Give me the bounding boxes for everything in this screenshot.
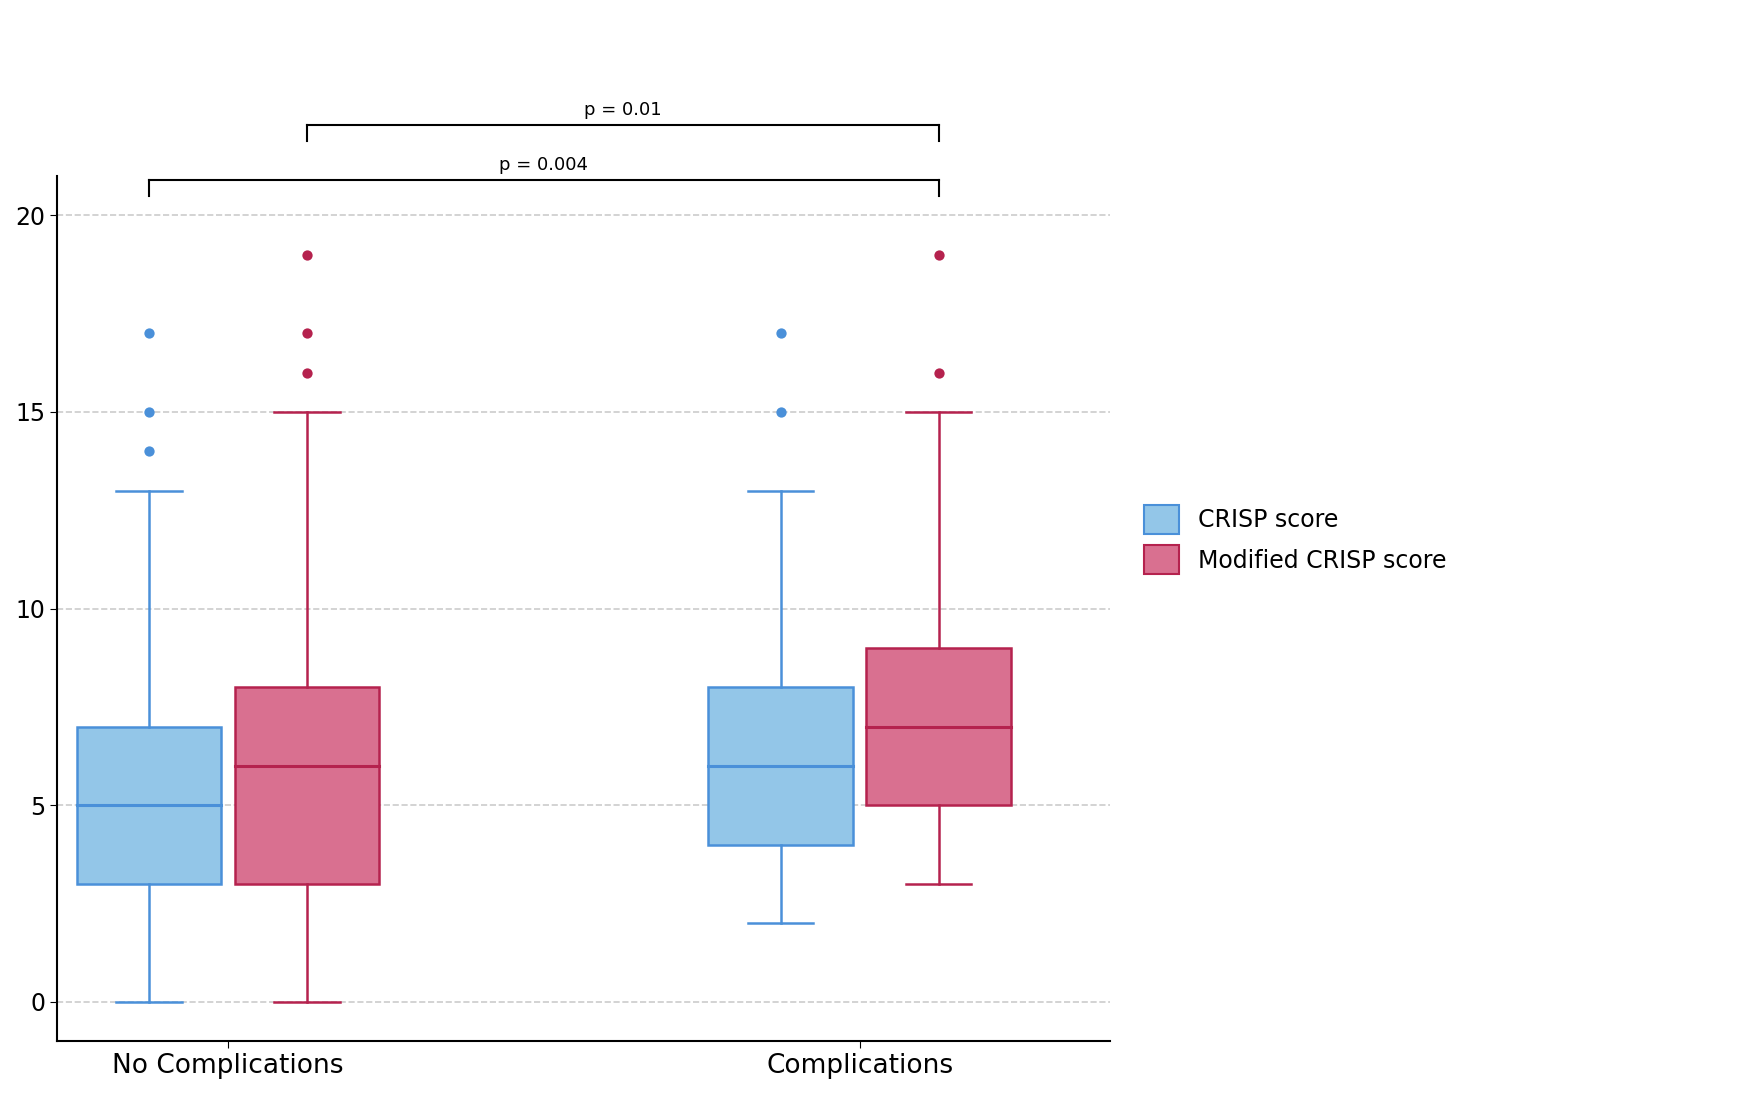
- Point: [294, 364, 321, 382]
- Bar: [709, 687, 853, 845]
- Text: p = 0.004: p = 0.004: [499, 156, 589, 174]
- Bar: [867, 648, 1011, 805]
- Point: [924, 364, 952, 382]
- Point: [135, 443, 163, 461]
- Point: [924, 246, 952, 264]
- Bar: [76, 726, 221, 884]
- Point: [135, 404, 163, 421]
- Point: [294, 325, 321, 342]
- Legend: CRISP score, Modified CRISP score: CRISP score, Modified CRISP score: [1133, 493, 1459, 586]
- Text: p = 0.01: p = 0.01: [584, 101, 662, 119]
- Point: [766, 404, 794, 421]
- Point: [766, 325, 794, 342]
- Point: [135, 325, 163, 342]
- Bar: [234, 687, 379, 884]
- Point: [294, 246, 321, 264]
